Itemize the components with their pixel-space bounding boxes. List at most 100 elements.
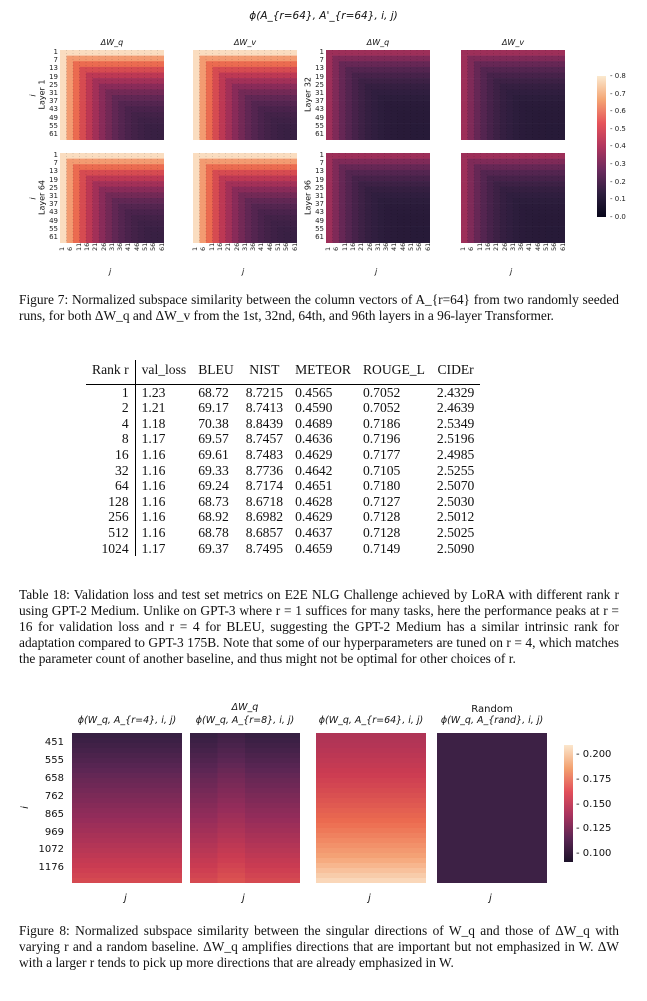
heatmap-cell bbox=[316, 813, 344, 819]
heatmap-cell bbox=[558, 128, 565, 135]
heatmap-cell bbox=[112, 66, 119, 73]
fig7-ytick: 31 bbox=[49, 192, 58, 200]
heatmap-cell bbox=[60, 55, 67, 62]
heatmap-cell bbox=[474, 55, 481, 62]
heatmap-cell bbox=[378, 186, 385, 193]
heatmap-cell bbox=[513, 186, 520, 193]
heatmap-cell bbox=[532, 181, 540, 188]
heatmap-cell bbox=[92, 111, 100, 118]
heatmap-cell bbox=[206, 72, 213, 79]
heatmap-cell bbox=[190, 793, 218, 799]
heatmap-cell bbox=[251, 158, 259, 165]
heatmap-cell bbox=[99, 793, 128, 799]
heatmap-cell bbox=[423, 123, 430, 130]
heatmap-cell bbox=[487, 186, 494, 193]
heatmap-cell bbox=[545, 50, 553, 56]
heatmap-cell bbox=[545, 55, 553, 62]
heatmap-cell bbox=[417, 153, 424, 159]
heatmap-cell bbox=[138, 226, 145, 233]
heatmap-cell bbox=[212, 55, 220, 62]
fig7-ytick: 49 bbox=[49, 216, 58, 225]
heatmap-cell bbox=[157, 186, 164, 193]
heatmap-cell bbox=[398, 808, 426, 814]
heatmap-cell bbox=[404, 226, 411, 233]
heatmap-cell bbox=[404, 209, 411, 216]
heatmap-cell bbox=[251, 134, 259, 140]
heatmap-cell bbox=[232, 78, 239, 85]
heatmap-cell bbox=[232, 214, 239, 221]
heatmap-cell bbox=[552, 134, 559, 140]
heatmap-cell bbox=[193, 123, 200, 130]
heatmap-cell bbox=[506, 237, 514, 243]
heatmap-cell bbox=[371, 798, 399, 804]
heatmap-cell bbox=[474, 134, 481, 140]
fig7-xtick: 31 bbox=[373, 242, 382, 251]
heatmap-cell bbox=[343, 738, 372, 744]
heatmap-cell bbox=[332, 55, 340, 62]
heatmap-cell bbox=[352, 78, 359, 85]
heatmap-cell bbox=[332, 181, 340, 188]
heatmap-cell bbox=[212, 192, 220, 199]
heatmap-cell bbox=[245, 778, 273, 784]
heatmap-cell bbox=[277, 153, 285, 159]
table-cell: 2.4329 bbox=[436, 384, 475, 400]
heatmap-cell bbox=[151, 55, 158, 62]
heatmap-cell bbox=[232, 226, 239, 233]
heatmap-cell bbox=[219, 192, 226, 199]
heatmap-cell bbox=[539, 192, 546, 199]
heatmap-cell bbox=[131, 209, 139, 216]
heatmap-cell bbox=[73, 72, 80, 79]
heatmap-cell bbox=[60, 123, 67, 130]
heatmap-cell bbox=[474, 153, 481, 159]
heatmap-cell bbox=[206, 186, 213, 193]
heatmap-cell bbox=[251, 55, 259, 62]
heatmap-cell bbox=[251, 128, 259, 135]
heatmap-cell bbox=[506, 111, 514, 118]
heatmap-cell bbox=[219, 111, 226, 118]
heatmap-cell bbox=[245, 192, 252, 199]
heatmap-cell bbox=[217, 853, 246, 859]
heatmap-cell bbox=[391, 134, 398, 140]
table-header-2: BLEU bbox=[198, 362, 234, 377]
table-cell: 69.57 bbox=[198, 431, 229, 447]
heatmap-cell bbox=[118, 175, 126, 182]
heatmap-cell bbox=[519, 153, 527, 159]
heatmap-cell bbox=[225, 153, 233, 159]
heatmap-cell bbox=[398, 843, 426, 849]
heatmap-cell bbox=[157, 55, 164, 62]
heatmap-cell bbox=[493, 214, 501, 221]
heatmap-cell bbox=[105, 95, 113, 101]
heatmap-cell bbox=[492, 863, 520, 869]
heatmap-cell bbox=[271, 66, 278, 73]
table-cell: 68.73 bbox=[198, 493, 229, 509]
heatmap-cell bbox=[99, 226, 106, 233]
heatmap-cell bbox=[358, 164, 366, 171]
heatmap-cell bbox=[487, 169, 494, 176]
heatmap-cell bbox=[225, 117, 233, 124]
heatmap-cell bbox=[332, 111, 340, 118]
heatmap-cell bbox=[332, 83, 340, 90]
heatmap-cell bbox=[290, 192, 297, 199]
heatmap-cell bbox=[532, 111, 540, 118]
heatmap-cell bbox=[480, 100, 488, 107]
heatmap-cell bbox=[151, 95, 158, 101]
heatmap-cell bbox=[271, 78, 278, 85]
heatmap-cell bbox=[99, 175, 106, 182]
heatmap-cell bbox=[467, 128, 475, 135]
heatmap-cell bbox=[245, 803, 273, 809]
heatmap-cell bbox=[271, 89, 278, 96]
heatmap-cell bbox=[258, 117, 265, 124]
heatmap-cell bbox=[352, 198, 359, 204]
heatmap-cell bbox=[558, 203, 565, 210]
heatmap-cell bbox=[232, 220, 239, 227]
heatmap-cell bbox=[487, 203, 494, 210]
heatmap-cell bbox=[99, 186, 106, 193]
heatmap-cell bbox=[513, 231, 520, 238]
heatmap-cell bbox=[72, 753, 100, 759]
heatmap-cell bbox=[371, 237, 379, 243]
heatmap-cell bbox=[60, 106, 67, 113]
heatmap-cell bbox=[352, 100, 359, 107]
table-cell: 1024 bbox=[101, 540, 129, 556]
heatmap-cell bbox=[125, 164, 132, 171]
heatmap-cell bbox=[112, 78, 119, 85]
